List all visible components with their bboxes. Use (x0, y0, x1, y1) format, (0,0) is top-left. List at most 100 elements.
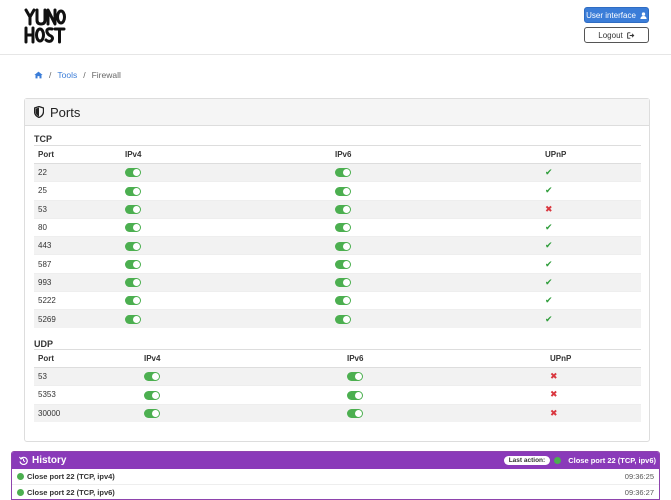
ipv4-cell (121, 236, 331, 255)
ipv6-cell (343, 403, 546, 423)
history-header[interactable]: History Last action: Close port 22 (TCP,… (12, 452, 659, 469)
upnp-cell: ✖ (546, 366, 641, 386)
ipv4-toggle[interactable] (144, 409, 160, 419)
ipv4-toggle[interactable] (144, 390, 160, 400)
ipv4-cell (121, 309, 331, 329)
ipv6-cell (331, 199, 541, 219)
ipv6-cell (343, 385, 546, 405)
ipv6-cell (331, 272, 541, 292)
ipv4-toggle[interactable] (125, 241, 141, 251)
tcp-port-row: 587 ✔ (34, 254, 641, 274)
port-number: 5353 (34, 385, 140, 405)
port-number: 30000 (34, 403, 140, 423)
check-icon: ✔ (545, 240, 553, 251)
history-entry[interactable]: Close port 22 (TCP, ipv4) 09:36:25 (12, 469, 659, 485)
tcp-port-row: 5222 ✔ (34, 291, 641, 310)
ipv6-cell (331, 236, 541, 255)
ipv6-toggle[interactable] (335, 314, 351, 324)
ipv6-column-header: IPv6 (343, 349, 546, 368)
check-icon: ✔ (545, 185, 553, 196)
history-entry-text: Close port 22 (TCP, ipv4) (27, 472, 115, 481)
ipv4-cell (121, 291, 331, 310)
ipv6-toggle[interactable] (335, 241, 351, 251)
ipv6-toggle[interactable] (347, 390, 363, 400)
ports-card: Ports TCP Port IPv4 IPv6 UPnP 22 ✔ 25 ✔ 53 ✖ 8… (24, 98, 650, 442)
close-icon: ✖ (545, 203, 553, 214)
check-icon: ✔ (545, 295, 553, 306)
user-interface-button[interactable]: User interface (584, 7, 649, 23)
breadcrumb-current: Firewall (91, 70, 121, 80)
ipv4-cell (140, 366, 343, 386)
tcp-table-header: Port IPv4 IPv6 UPnP (34, 145, 641, 164)
history-entry-text: Close port 22 (TCP, ipv6) (27, 488, 115, 497)
port-number: 22 (34, 162, 121, 182)
upnp-cell: ✔ (541, 291, 641, 310)
ports-title: Ports (50, 104, 81, 120)
port-number: 5269 (34, 309, 121, 329)
breadcrumb-separator: / (49, 70, 52, 80)
ipv6-toggle[interactable] (335, 278, 351, 288)
ipv4-toggle[interactable] (125, 168, 141, 178)
upnp-cell: ✖ (541, 199, 641, 219)
port-number: 993 (34, 272, 121, 292)
ipv6-toggle[interactable] (347, 372, 363, 382)
breadcrumb: / Tools / Firewall (34, 70, 121, 80)
history-icon (19, 456, 28, 465)
port-number: 5222 (34, 291, 121, 310)
history-entry[interactable]: Close port 22 (TCP, ipv6) 09:36:27 (12, 485, 659, 499)
upnp-cell: ✔ (541, 162, 641, 182)
shield-icon (34, 106, 44, 118)
udp-ports-table: Port IPv4 IPv6 UPnP 53 ✖ 5353 ✖ 30000 ✖ (34, 349, 641, 423)
ipv4-toggle[interactable] (125, 204, 141, 214)
ipv6-toggle[interactable] (347, 409, 363, 419)
ipv6-toggle[interactable] (335, 296, 351, 306)
ipv4-cell (140, 403, 343, 423)
port-column-header: Port (34, 145, 121, 164)
udp-port-row: 5353 ✖ (34, 385, 641, 405)
ipv4-cell (140, 385, 343, 405)
ipv4-cell (121, 217, 331, 237)
udp-section-title: UDP (34, 339, 54, 349)
ipv6-toggle[interactable] (335, 168, 351, 178)
close-icon: ✖ (550, 371, 558, 382)
port-number: 25 (34, 181, 121, 201)
history-entry-time: 09:36:25 (624, 472, 654, 481)
udp-port-row: 53 ✖ (34, 366, 641, 386)
tcp-port-row: 80 ✔ (34, 217, 641, 237)
ipv4-cell (121, 199, 331, 219)
yunohost-logo[interactable] (24, 8, 66, 44)
port-number: 53 (34, 199, 121, 219)
ipv4-toggle[interactable] (125, 278, 141, 288)
ipv4-toggle[interactable] (144, 372, 160, 382)
logout-button[interactable]: Logout (584, 27, 649, 43)
logout-label: Logout (598, 30, 623, 40)
last-action: Last action: Close port 22 (TCP, ipv6) (503, 456, 659, 465)
ipv6-toggle[interactable] (335, 186, 351, 196)
upnp-cell: ✔ (541, 236, 641, 255)
ipv6-toggle[interactable] (335, 204, 351, 214)
check-icon: ✔ (545, 167, 553, 178)
home-icon[interactable] (34, 71, 43, 79)
port-number: 53 (34, 366, 140, 386)
ipv6-toggle[interactable] (335, 223, 351, 233)
upnp-cell: ✔ (541, 217, 641, 237)
udp-port-row: 30000 ✖ (34, 403, 641, 423)
ipv4-toggle[interactable] (125, 314, 141, 324)
upnp-cell: ✔ (541, 309, 641, 329)
port-number: 587 (34, 254, 121, 274)
port-number: 80 (34, 217, 121, 237)
ipv4-toggle[interactable] (125, 296, 141, 306)
tcp-port-row: 22 ✔ (34, 162, 641, 182)
breadcrumb-separator: / (83, 70, 86, 80)
ipv4-column-header: IPv4 (140, 349, 343, 368)
ipv4-cell (121, 181, 331, 201)
ipv4-toggle[interactable] (125, 186, 141, 196)
ipv4-toggle[interactable] (125, 223, 141, 233)
tcp-port-row: 53 ✖ (34, 199, 641, 219)
ipv6-toggle[interactable] (335, 259, 351, 269)
ipv4-toggle[interactable] (125, 259, 141, 269)
success-status-icon (17, 489, 24, 496)
tcp-port-row: 5269 ✔ (34, 309, 641, 329)
check-icon: ✔ (545, 222, 553, 233)
breadcrumb-tools-link[interactable]: Tools (57, 70, 78, 80)
